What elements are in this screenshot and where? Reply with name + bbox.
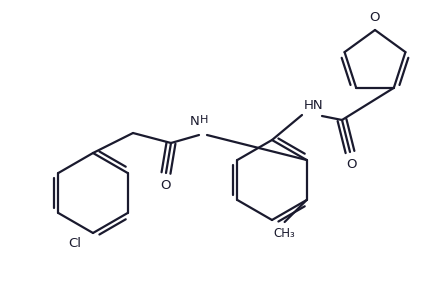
Text: Cl: Cl: [68, 237, 81, 250]
Text: O: O: [346, 158, 357, 171]
Text: O: O: [369, 11, 379, 24]
Text: H: H: [200, 115, 208, 125]
Text: CH₃: CH₃: [273, 227, 295, 240]
Text: O: O: [160, 179, 171, 192]
Text: N: N: [190, 115, 199, 128]
Text: HN: HN: [303, 99, 323, 112]
